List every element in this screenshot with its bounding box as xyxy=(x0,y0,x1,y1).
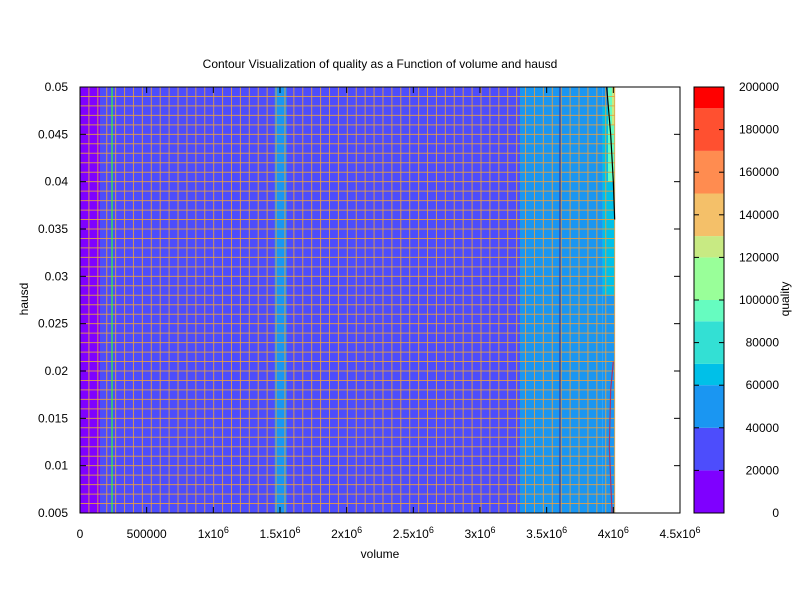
y-tick-label: 0.015 xyxy=(38,411,68,425)
y-tick-label: 0.005 xyxy=(38,506,68,520)
colorbar-tick-label: 120000 xyxy=(739,250,779,264)
colorbar: 0 20000 40000 60000 80000 100000 120000 140000 1… xyxy=(693,80,780,520)
colorbar-tick-label: 40000 xyxy=(746,421,780,435)
colorbar-segment xyxy=(694,363,724,386)
x-tick-exponent: 6 xyxy=(491,525,496,535)
y-axis-label: hausd xyxy=(17,283,31,316)
axes: 0 500000 1x106 1.5x106 2x106 2.5x106 3x106 3.5x… xyxy=(38,80,701,541)
plot-area xyxy=(79,86,616,514)
y-tick-label: 0.04 xyxy=(45,175,69,189)
colorbar-segment xyxy=(694,470,724,513)
chart-title: Contour Visualization of quality as a Fu… xyxy=(203,57,558,71)
y-tick-label: 0.01 xyxy=(45,459,69,473)
x-tick-exponent: 6 xyxy=(296,525,301,535)
colorbar-tick-label: 100000 xyxy=(739,293,779,307)
x-tick-label: 4.5x106 xyxy=(659,525,700,541)
contour-region xyxy=(274,87,287,513)
y-tick-label: 0.05 xyxy=(45,80,69,94)
x-tick-label: 0 xyxy=(77,527,84,541)
x-tick-exponent: 6 xyxy=(562,525,567,535)
colorbar-tick-label: 20000 xyxy=(746,463,780,477)
y-tick-label: 0.02 xyxy=(45,364,69,378)
colorbar-segment xyxy=(694,427,724,471)
y-tick-label: 0.025 xyxy=(38,317,68,331)
y-tick-label: 0.035 xyxy=(38,222,68,236)
x-tick-exponent: 6 xyxy=(357,525,362,535)
colorbar-tick-label: 80000 xyxy=(746,336,780,350)
colorbar-label: quality xyxy=(778,282,792,317)
colorbar-segment xyxy=(694,87,724,109)
y-tick-label: 0.045 xyxy=(38,127,68,141)
x-tick-exponent: 6 xyxy=(429,525,434,535)
colorbar-segment xyxy=(694,257,724,300)
colorbar-segment xyxy=(694,385,724,428)
x-tick-label: 3.5x106 xyxy=(526,525,567,541)
plot-frame xyxy=(79,86,681,514)
colorbar-tick-label: 140000 xyxy=(739,208,779,222)
x-tick-label: 4x106 xyxy=(598,525,629,541)
x-tick-exponent: 6 xyxy=(224,525,229,535)
x-tick-label: 1.5x106 xyxy=(259,525,300,541)
colorbar-tick-label: 200000 xyxy=(739,80,779,94)
colorbar-tick-label: 0 xyxy=(772,506,779,520)
x-tick-label: 2x106 xyxy=(331,525,362,541)
colorbar-tick-label: 160000 xyxy=(739,165,779,179)
contour-line xyxy=(608,361,614,514)
x-tick-label: 1x106 xyxy=(198,525,229,541)
x-tick-label: 500000 xyxy=(127,527,167,541)
x-tick-exponent: 6 xyxy=(696,525,701,535)
contour-line xyxy=(606,86,616,220)
colorbar-segment xyxy=(694,236,724,258)
colorbar-tick-label: 60000 xyxy=(746,378,780,392)
colorbar-segment xyxy=(694,300,724,322)
y-tick-label: 0.03 xyxy=(45,269,69,283)
colorbar-tick-label: 180000 xyxy=(739,123,779,137)
x-tick-label: 2.5x106 xyxy=(393,525,434,541)
x-tick-label: 3x106 xyxy=(464,525,495,541)
contour-region xyxy=(100,87,520,513)
x-axis-label: volume xyxy=(361,547,400,561)
contour-region xyxy=(80,87,100,513)
x-tick-exponent: 6 xyxy=(624,525,629,535)
